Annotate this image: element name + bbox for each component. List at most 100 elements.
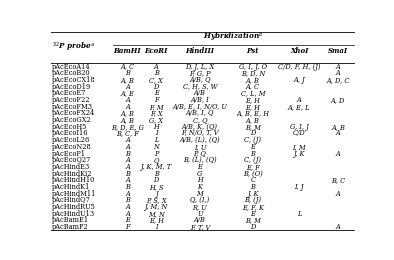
Text: A: A (125, 103, 130, 111)
Text: pAcHindE3: pAcHindE3 (52, 163, 90, 171)
Text: XhoI: XhoI (290, 47, 309, 55)
Text: A: A (125, 96, 130, 104)
Text: E: E (125, 216, 130, 224)
Text: A: A (125, 176, 130, 184)
Text: A, B: A, B (121, 76, 134, 84)
Text: pAcEcoP1: pAcEcoP1 (52, 150, 85, 158)
Text: B: B (125, 69, 130, 77)
Text: E: E (197, 163, 202, 171)
Text: Q: Q (153, 156, 159, 164)
Text: C, Q: C, Q (193, 116, 207, 124)
Text: B, M: B, M (245, 216, 261, 224)
Text: U: U (197, 210, 203, 218)
Text: G, I, J: G, I, J (290, 123, 309, 131)
Text: A: A (125, 163, 130, 171)
Text: B: B (154, 170, 158, 178)
Text: A/B, (L), (Q): A/B, (L), (Q) (180, 136, 220, 144)
Text: C, H, S, W: C, H, S, W (183, 83, 217, 91)
Text: B, (O): B, (O) (243, 170, 263, 178)
Text: B, (J): B, (J) (244, 196, 261, 204)
Text: pAcBamE1: pAcBamE1 (52, 216, 89, 224)
Text: A: A (336, 190, 340, 198)
Text: A/B, E, I, N/O, U: A/B, E, I, N/O, U (172, 103, 227, 111)
Text: F, G, P: F, G, P (189, 69, 211, 77)
Text: Hybridization$^b$: Hybridization$^b$ (203, 30, 264, 44)
Text: A: A (336, 63, 340, 70)
Text: A/B: A/B (194, 89, 206, 97)
Text: G, I, J, O: G, I, J, O (239, 63, 267, 70)
Text: H, S: H, S (149, 183, 163, 191)
Text: Pst: Pst (247, 47, 259, 55)
Text: A, E: A, E (121, 89, 134, 97)
Text: pAcEcoL26: pAcEcoL26 (52, 136, 90, 144)
Text: BamHI: BamHI (113, 47, 141, 55)
Text: pAcHindU13: pAcHindU13 (52, 210, 95, 218)
Text: pAcBamP2: pAcBamP2 (52, 223, 88, 231)
Text: C, X: C, X (149, 76, 163, 84)
Text: F: F (125, 223, 130, 231)
Text: J, K: J, K (294, 150, 305, 158)
Text: pAcEcoH5: pAcEcoH5 (52, 123, 87, 131)
Text: pAcHindRU5: pAcHindRU5 (52, 203, 96, 211)
Text: A, B: A, B (121, 116, 134, 124)
Text: H: H (197, 176, 203, 184)
Text: B, D, E, G: B, D, E, G (111, 123, 144, 131)
Text: I: I (155, 129, 157, 138)
Text: A: A (336, 150, 340, 158)
Text: E: E (154, 89, 158, 97)
Text: J, K: J, K (247, 190, 259, 198)
Text: B: B (125, 150, 130, 158)
Text: A/B, I, Q: A/B, I, Q (186, 109, 214, 117)
Text: pAcEcoFM3: pAcEcoFM3 (52, 103, 93, 111)
Text: C: C (250, 176, 255, 184)
Text: pAcHindH10: pAcHindH10 (52, 176, 95, 184)
Text: $^{32}$P probe$^a$: $^{32}$P probe$^a$ (52, 41, 95, 54)
Text: A, D, C: A, D, C (326, 76, 350, 84)
Text: A, B: A, B (246, 116, 260, 124)
Text: D: D (153, 83, 159, 91)
Text: R, U: R, U (192, 203, 207, 211)
Text: pAcEcoI16: pAcEcoI16 (52, 129, 88, 138)
Text: pAcHindKi2: pAcHindKi2 (52, 170, 92, 178)
Text: J, M, N: J, M, N (145, 203, 168, 211)
Text: EcoRI: EcoRI (144, 47, 168, 55)
Text: B, C: B, C (331, 176, 345, 184)
Text: P: P (154, 150, 158, 158)
Text: E, H: E, H (245, 96, 260, 104)
Text: A: A (125, 190, 130, 198)
Text: A: A (125, 156, 130, 164)
Text: I, J: I, J (294, 183, 304, 191)
Text: G: G (197, 170, 203, 178)
Text: C/D: C/D (293, 129, 306, 138)
Text: A: A (154, 63, 158, 70)
Text: J, K, M, T: J, K, M, T (141, 163, 172, 171)
Text: A: A (125, 210, 130, 218)
Text: I, M: I, M (292, 143, 306, 151)
Text: F, X: F, X (150, 109, 162, 117)
Text: pAcHindM11: pAcHindM11 (52, 190, 96, 198)
Text: F, M: F, M (149, 103, 164, 111)
Text: A: A (125, 143, 130, 151)
Text: F, N/O, T, V: F, N/O, T, V (181, 129, 219, 138)
Text: L: L (154, 136, 158, 144)
Text: A, B: A, B (331, 123, 345, 131)
Text: H: H (153, 123, 159, 131)
Text: M: M (197, 190, 203, 198)
Text: A: A (125, 136, 130, 144)
Text: pAcEcoF22: pAcEcoF22 (52, 96, 90, 104)
Text: L: L (297, 210, 301, 218)
Text: E: E (251, 143, 255, 151)
Text: pAcEcoQ27: pAcEcoQ27 (52, 156, 91, 164)
Text: pAcEcoD19: pAcEcoD19 (52, 83, 91, 91)
Text: pAcEcoFX24: pAcEcoFX24 (52, 109, 95, 117)
Text: A: A (125, 83, 130, 91)
Text: D, J, L, X: D, J, L, X (185, 63, 214, 70)
Text: A: A (125, 203, 130, 211)
Text: HindIII: HindIII (185, 47, 214, 55)
Text: J: J (155, 190, 157, 198)
Text: B, (L), (Q): B, (L), (Q) (183, 156, 217, 164)
Text: A: A (336, 129, 340, 138)
Text: B, D, N: B, D, N (241, 69, 265, 77)
Text: A, B: A, B (246, 76, 260, 84)
Text: A: A (297, 96, 302, 104)
